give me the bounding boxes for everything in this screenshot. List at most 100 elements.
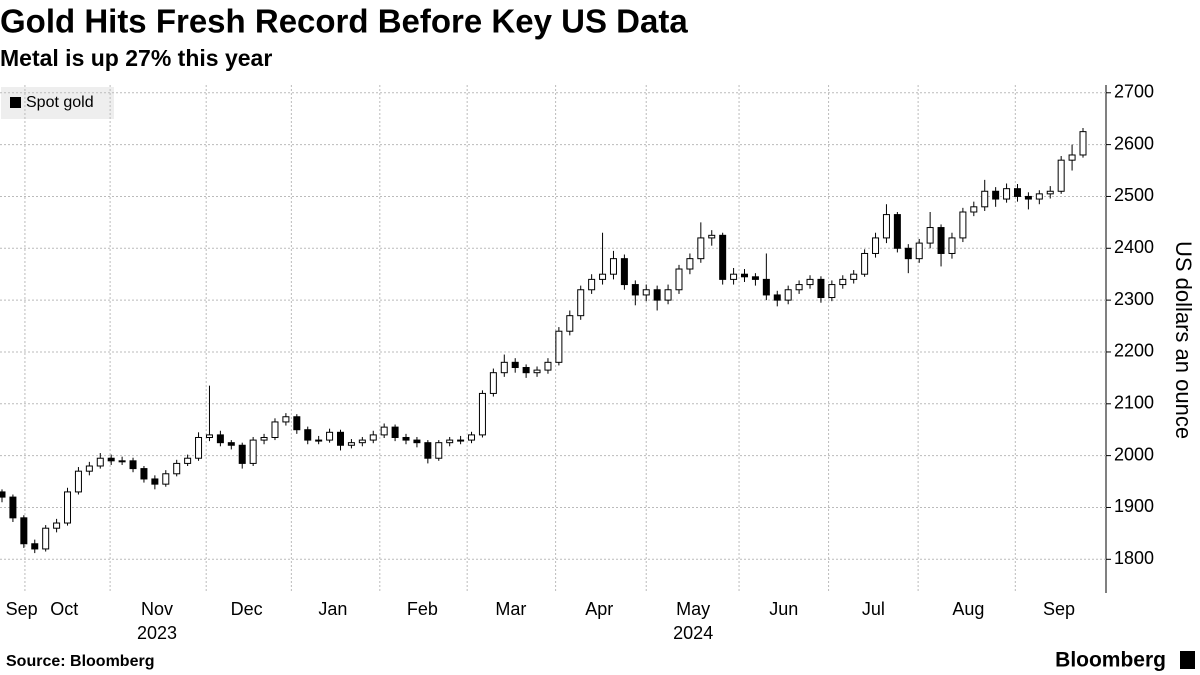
candle-body xyxy=(795,284,803,291)
candle-body xyxy=(478,392,486,436)
candle-body xyxy=(489,372,497,394)
x-year-label: 2023 xyxy=(137,623,177,643)
candle-body xyxy=(42,527,50,550)
candle-body xyxy=(238,444,246,464)
y-axis-title: US dollars an ounce xyxy=(1171,241,1196,439)
x-tick-label: Oct xyxy=(50,599,78,619)
candle-body xyxy=(140,468,148,480)
candle-body xyxy=(293,416,301,431)
candle-body xyxy=(129,460,137,470)
candle-body xyxy=(53,522,61,529)
candle-body xyxy=(96,457,104,467)
candle-body xyxy=(708,234,716,239)
candle-body xyxy=(391,426,399,438)
candle-body xyxy=(1046,190,1054,195)
candle-body xyxy=(107,457,115,462)
x-tick-label: Dec xyxy=(231,599,263,619)
candle-body xyxy=(435,442,443,459)
x-tick-label: Feb xyxy=(407,599,438,619)
candle-body xyxy=(588,278,596,291)
candle-body xyxy=(981,190,989,208)
candle-body xyxy=(773,294,781,301)
candle-body xyxy=(1024,195,1032,200)
y-tick-label: 2200 xyxy=(1114,341,1154,361)
candle-body xyxy=(566,315,574,332)
x-tick-label: Mar xyxy=(495,599,526,619)
candle-body xyxy=(697,237,705,260)
candle-body xyxy=(730,273,738,280)
x-year-label: 2024 xyxy=(673,623,713,643)
candle-body xyxy=(358,439,366,444)
candle-body xyxy=(762,278,770,296)
candle-body xyxy=(271,421,279,438)
candle-body xyxy=(937,227,945,254)
candle-body xyxy=(315,439,323,442)
candle-body xyxy=(369,434,377,441)
candle-body xyxy=(533,369,541,374)
candle-body xyxy=(173,462,181,475)
candle-body xyxy=(653,289,661,301)
x-tick-label: Jul xyxy=(862,599,885,619)
candle-body xyxy=(118,460,126,463)
chart-title: Gold Hits Fresh Record Before Key US Dat… xyxy=(0,3,688,40)
candle-body xyxy=(839,278,847,286)
candle-body xyxy=(675,268,683,291)
candle-body xyxy=(850,273,858,280)
candle-body xyxy=(31,543,39,550)
source: Source: Bloomberg xyxy=(6,653,154,670)
candle-body xyxy=(227,442,235,446)
x-tick-label: Jan xyxy=(318,599,347,619)
candle-body xyxy=(1079,131,1087,156)
x-tick-label: Nov xyxy=(141,599,173,619)
y-tick-label: 2100 xyxy=(1114,393,1154,413)
candle-body xyxy=(336,431,344,446)
candle-body xyxy=(184,457,192,464)
x-tick-label: Aug xyxy=(952,599,984,619)
candle-body xyxy=(413,439,421,444)
candle-body xyxy=(741,273,749,278)
candle-body xyxy=(446,439,454,444)
candle-body xyxy=(817,278,825,299)
candle-body xyxy=(599,273,607,280)
candle-body xyxy=(64,491,72,524)
y-tick-label: 1800 xyxy=(1114,548,1154,568)
candle-body xyxy=(0,491,6,498)
candle-body xyxy=(970,206,978,213)
candle-body xyxy=(260,436,268,441)
candle-body xyxy=(326,431,334,441)
x-tick-label: May xyxy=(676,599,710,619)
candle-body xyxy=(20,517,28,545)
candle-body xyxy=(1003,188,1011,200)
candle-body xyxy=(380,426,388,436)
candle-body xyxy=(85,465,93,472)
brand: Bloomberg xyxy=(1055,649,1166,672)
y-tick-label: 1900 xyxy=(1114,496,1154,516)
candle-body xyxy=(861,252,869,275)
candle-body xyxy=(544,361,552,371)
candle-body xyxy=(948,237,956,254)
candle-body xyxy=(620,258,628,286)
candle-body xyxy=(249,439,257,464)
candle-body xyxy=(642,289,650,296)
candle-body xyxy=(806,278,814,286)
y-tick-label: 2600 xyxy=(1114,133,1154,153)
candle-body xyxy=(686,258,694,270)
candle-body xyxy=(402,436,410,441)
x-tick-label: Jun xyxy=(769,599,798,619)
candle-body xyxy=(904,247,912,260)
legend-swatch xyxy=(10,97,21,108)
chart-subtitle: Metal is up 27% this year xyxy=(0,45,272,71)
candle-body xyxy=(1068,154,1076,161)
y-tick-label: 2700 xyxy=(1114,82,1154,102)
candle-body xyxy=(992,190,1000,200)
candle-body xyxy=(282,416,290,423)
candle-body xyxy=(457,439,465,442)
candle-body xyxy=(872,237,880,254)
candle-body xyxy=(926,227,934,244)
candle-body xyxy=(304,429,312,441)
candle-body xyxy=(915,242,923,260)
candle-body xyxy=(719,234,727,280)
candle-body xyxy=(216,434,224,444)
